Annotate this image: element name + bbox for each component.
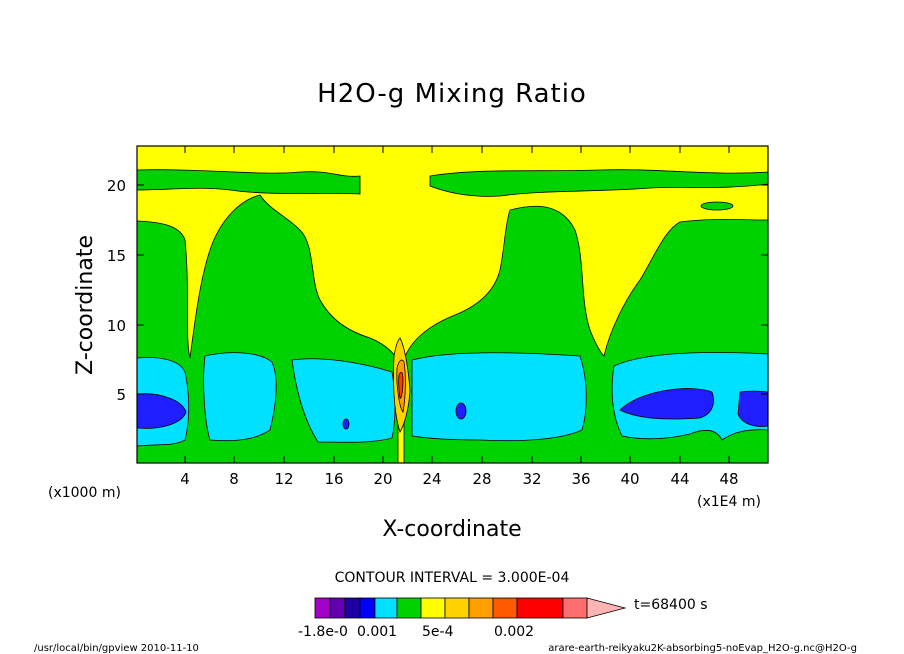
x-axis-ticks: 4 8 12 16 20 24 28 32 36 40 44 48 [180, 146, 739, 488]
x-tick-label: 12 [274, 470, 293, 488]
upper-band-left [137, 169, 361, 195]
colorbar-label: 0.002 [494, 624, 534, 640]
colorbar-swatch [516, 597, 564, 619]
x-unit-left: (x1000 m) [48, 485, 121, 501]
cyan-cell-4 [411, 352, 587, 442]
colorbar-swatch [329, 597, 346, 619]
x-axis-label: X-coordinate [382, 517, 521, 542]
plume-core [398, 371, 404, 399]
blue-core-1 [137, 393, 187, 429]
colorbar-swatch [396, 597, 422, 619]
cyan-cell-3 [291, 358, 396, 443]
x-tick-label: 4 [180, 470, 190, 488]
colorbar-label: -1.8e-0 [298, 624, 348, 640]
x-tick-label: 20 [373, 470, 392, 488]
blue-core-2 [455, 402, 467, 420]
footer-right: arare-earth-reikyaku2K-absorbing5-noEvap… [548, 643, 857, 654]
colorbar-swatch [344, 597, 361, 619]
colorbar-swatch [492, 597, 518, 619]
contour-field [137, 146, 768, 463]
y-tick-label: 20 [107, 177, 126, 195]
colorbar-extend-arrow [586, 597, 627, 619]
x-tick-label: 32 [522, 470, 541, 488]
time-label: t=68400 s [634, 597, 708, 613]
colorbar [314, 597, 627, 619]
x-tick-label: 36 [571, 470, 590, 488]
colorbar-swatch [468, 597, 494, 619]
x-tick-label: 48 [719, 470, 738, 488]
upper-blob [700, 201, 734, 211]
plot-frame [136, 145, 769, 464]
y-axis-ticks: 5 10 15 20 [107, 177, 768, 404]
colorbar-swatch [444, 597, 470, 619]
y-axis-label: Z-coordinate [73, 235, 98, 375]
contour-interval-text: CONTOUR INTERVAL = 3.000E-04 [335, 570, 570, 586]
x-tick-label: 8 [229, 470, 239, 488]
blue-core-4 [619, 388, 714, 420]
x-unit-right: (x1E4 m) [697, 494, 761, 510]
footer-left: /usr/local/bin/gpview 2010-11-10 [34, 643, 199, 654]
blue-core-5 [737, 390, 768, 427]
cyan-cell-2 [203, 352, 277, 442]
colorbar-swatch [314, 597, 331, 619]
x-tick-label: 44 [670, 470, 689, 488]
x-tick-label: 16 [324, 470, 343, 488]
colorbar-label: 5e-4 [422, 624, 454, 640]
x-tick-label: 24 [422, 470, 441, 488]
upper-band-right [429, 169, 768, 197]
x-tick-label: 40 [620, 470, 639, 488]
y-tick-label: 5 [116, 386, 126, 404]
chart-title: H2O-g Mixing Ratio [317, 79, 587, 109]
colorbar-swatch [374, 597, 398, 619]
x-tick-label: 28 [472, 470, 491, 488]
colorbar-swatch [420, 597, 446, 619]
blue-core-3 [342, 418, 350, 430]
colorbar-swatch [562, 597, 588, 619]
y-tick-label: 10 [107, 317, 126, 335]
y-tick-label: 15 [107, 247, 126, 265]
colorbar-label: 0.001 [357, 624, 397, 640]
colorbar-swatch [359, 597, 376, 619]
